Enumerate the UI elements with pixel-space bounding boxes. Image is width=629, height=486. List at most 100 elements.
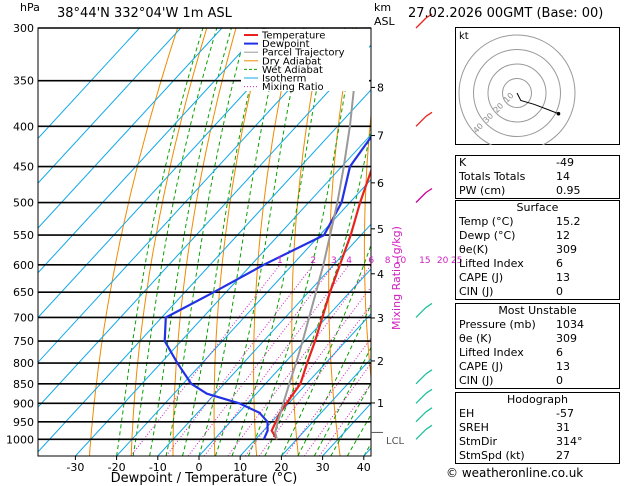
dry-adiabat-line — [363, 110, 371, 383]
pressure-tick-label: 450 — [13, 161, 34, 174]
table-row: StmDir 314° — [456, 435, 619, 449]
row-value: -57 — [556, 407, 574, 420]
mixing-ratio-tick-label: 10 — [395, 256, 407, 266]
row-value: 14 — [556, 170, 570, 183]
wind-barb — [415, 388, 433, 404]
table-row: θe (K) 309 — [456, 332, 619, 346]
table-row: StmSpd (kt) 27 — [456, 449, 619, 463]
table-row: Totals Totals 14 — [456, 170, 620, 184]
pressure-tick-label: 350 — [13, 75, 34, 88]
height-tick-label: 2 — [377, 355, 384, 368]
row-value: 0.95 — [556, 184, 581, 197]
legend-entry: Dewpoint — [262, 39, 310, 50]
row-value: 1034 — [556, 318, 584, 331]
row-value: 27 — [556, 449, 570, 462]
dry-adiabat-line — [291, 28, 325, 456]
table-row: Temp (°C) 15.2 — [456, 215, 619, 229]
table-row: CIN (J) 0 — [456, 285, 619, 299]
isotherm-line — [38, 89, 371, 453]
isotherm-line — [75, 133, 371, 456]
isotherm-line — [116, 178, 371, 456]
row-value: 6 — [556, 257, 563, 270]
pressure-tick-label: 300 — [13, 22, 34, 35]
wind-barb — [415, 187, 433, 203]
mixing-ratio-tick-label: 3 — [331, 256, 337, 266]
row-label: θe(K) — [459, 243, 489, 256]
hodograph-kt-label: kt — [459, 31, 469, 42]
table-row: K -49 — [456, 156, 620, 171]
row-label: Totals Totals — [459, 170, 526, 183]
isotherm-line — [38, 28, 182, 184]
legend-background — [241, 29, 369, 91]
wet-adiabat-line — [132, 28, 218, 456]
mixing-ratio-line — [244, 286, 371, 456]
height-tick-label: 3 — [377, 312, 384, 325]
isotherm-line — [281, 357, 371, 456]
wind-barb — [415, 407, 433, 423]
table-row: Lifted Index 6 — [456, 346, 619, 360]
dry-adiabat-line — [172, 28, 237, 456]
row-label: SREH — [459, 421, 489, 434]
table-row: CIN (J) 0 — [456, 374, 619, 388]
datetime-title: 27.02.2026 00GMT (Base: 00) — [408, 6, 604, 21]
pressure-tick-label: 700 — [13, 311, 34, 324]
mixing-ratio-line — [130, 264, 281, 456]
indices-table: K -49 Totals Totals 14 PW (cm) 0.95 — [455, 155, 620, 199]
isotherm-line — [38, 28, 305, 319]
pressure-tick-label: 550 — [13, 229, 34, 242]
row-label: CIN (J) — [459, 285, 494, 298]
temperature-tick-label: -20 — [108, 461, 126, 474]
row-value: 309 — [556, 243, 577, 256]
dry-adiabat-line — [130, 28, 208, 456]
mixing-ratio-labels: 1 2 3 4 6 8 10 15 20 25 — [277, 256, 462, 266]
row-label: StmSpd (kt) — [459, 449, 525, 462]
wet-adiabat-line — [182, 28, 265, 456]
wet-adiabat-line — [165, 28, 248, 456]
hodograph-ring — [487, 63, 547, 123]
hodograph-trace — [516, 92, 559, 115]
pressure-tick-label: 800 — [13, 357, 34, 370]
row-label: CAPE (J) — [459, 360, 504, 373]
wet-adiabat-line — [231, 28, 329, 456]
temperature-tick-label: 0 — [196, 461, 203, 474]
wet-adiabat-line — [116, 28, 204, 456]
temperature-axis: -30 -20 -10 0 10 20 30 40 — [66, 456, 371, 474]
profile-series — [163, 28, 371, 440]
mixing-ratio-tick-label: 4 — [346, 256, 352, 266]
temperature-tick-label: -10 — [149, 461, 167, 474]
pressure-tick-label: 400 — [13, 120, 34, 133]
row-label: StmDir — [459, 435, 498, 448]
row-label: EH — [459, 407, 475, 420]
mixing-ratio-tick-label: 6 — [368, 256, 374, 266]
temperature-tick-label: 20 — [274, 461, 288, 474]
mixing-ratio-line — [187, 264, 335, 456]
dry-adiabat-line — [213, 28, 266, 456]
wind-barbs — [415, 13, 433, 440]
wind-barb — [415, 13, 433, 29]
mixing-ratio-axis-label: Mixing Ratio (g/kg) — [390, 226, 403, 330]
mixing-ratio-tick-label: 25 — [451, 256, 462, 266]
legend-entry: Dry Adiabat — [262, 56, 321, 67]
mixing-ratio-tick-label: 20 — [437, 256, 449, 266]
legend-entry: Temperature — [261, 31, 325, 42]
height-tick-label: 6 — [377, 177, 384, 190]
row-value: 12 — [556, 229, 570, 242]
legend-entry: Mixing Ratio — [262, 82, 324, 93]
mixing-ratio-line — [203, 264, 350, 456]
row-label: Temp (°C) — [459, 215, 514, 228]
mixing-ratio-line — [258, 303, 371, 456]
table-row: PW (cm) 0.95 — [456, 184, 620, 199]
table-row: SREH 31 — [456, 421, 619, 435]
height-axis: 8 7 6 5 4 3 2 1 — [371, 81, 384, 433]
row-value: 13 — [556, 360, 570, 373]
lcl-label: LCL — [386, 436, 405, 447]
pressure-tick-label: 850 — [13, 378, 34, 391]
row-value: 0 — [556, 374, 563, 387]
km-label: km — [374, 1, 392, 14]
legend-entry: Parcel Trajectory — [262, 48, 345, 59]
hodograph-table-title: Hodograph — [507, 393, 568, 406]
surface-table: Surface Temp (°C) 15.2 Dewp (°C) 12 θe(K) 309… — [455, 200, 620, 300]
row-label: PW (cm) — [459, 184, 506, 197]
dewpoint-line — [163, 135, 371, 440]
row-value: 309 — [556, 332, 577, 345]
